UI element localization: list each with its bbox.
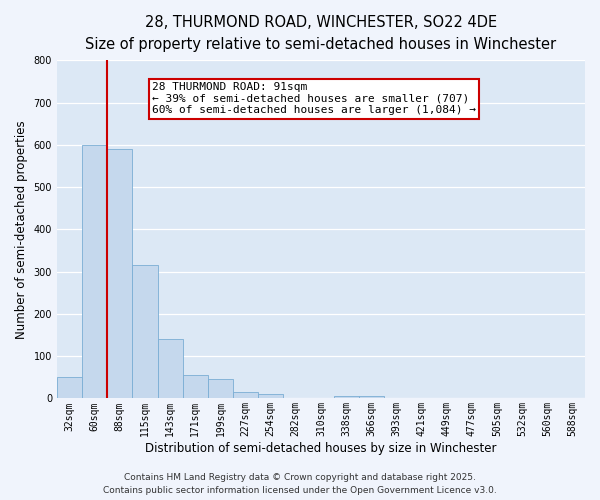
Bar <box>158 339 182 398</box>
Bar <box>82 145 107 399</box>
Y-axis label: Number of semi-detached properties: Number of semi-detached properties <box>15 120 28 338</box>
Title: 28, THURMOND ROAD, WINCHESTER, SO22 4DE
Size of property relative to semi-detach: 28, THURMOND ROAD, WINCHESTER, SO22 4DE … <box>85 15 557 52</box>
Text: Contains HM Land Registry data © Crown copyright and database right 2025.
Contai: Contains HM Land Registry data © Crown c… <box>103 474 497 495</box>
Bar <box>107 149 133 398</box>
Bar <box>334 396 359 398</box>
Bar <box>57 378 82 398</box>
Bar <box>233 392 258 398</box>
Text: 28 THURMOND ROAD: 91sqm
← 39% of semi-detached houses are smaller (707)
60% of s: 28 THURMOND ROAD: 91sqm ← 39% of semi-de… <box>152 82 476 116</box>
Bar <box>133 266 158 398</box>
Bar <box>258 394 283 398</box>
X-axis label: Distribution of semi-detached houses by size in Winchester: Distribution of semi-detached houses by … <box>145 442 497 455</box>
Bar <box>182 375 208 398</box>
Bar <box>208 380 233 398</box>
Bar <box>359 396 384 398</box>
